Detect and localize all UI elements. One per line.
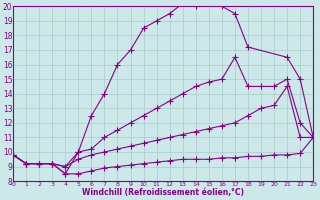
X-axis label: Windchill (Refroidissement éolien,°C): Windchill (Refroidissement éolien,°C): [82, 188, 244, 197]
